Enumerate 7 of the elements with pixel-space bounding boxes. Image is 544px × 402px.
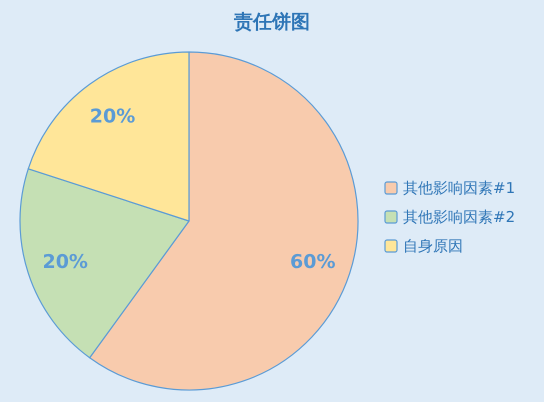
- data-label: 20%: [90, 106, 136, 128]
- legend-label: 其他影响因素#1: [403, 179, 516, 197]
- chart-title: 责任饼图: [233, 11, 310, 33]
- legend-label: 自身原因: [403, 237, 463, 255]
- data-label: 60%: [290, 251, 336, 274]
- data-label: 20%: [42, 251, 88, 274]
- legend-label: 其他影响因素#2: [403, 208, 516, 226]
